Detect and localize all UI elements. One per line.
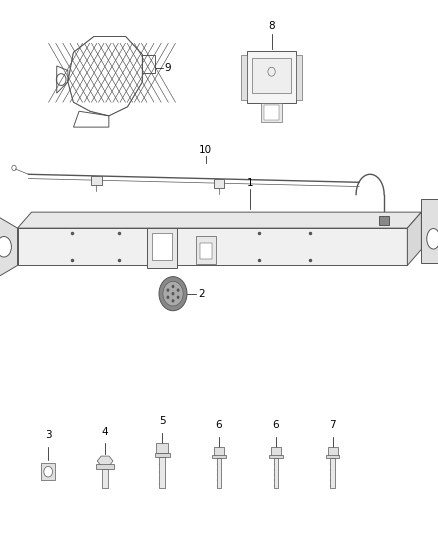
FancyBboxPatch shape	[212, 455, 226, 458]
FancyBboxPatch shape	[216, 458, 221, 488]
Text: 6: 6	[272, 420, 279, 430]
Text: 10: 10	[199, 144, 212, 155]
FancyBboxPatch shape	[379, 216, 389, 225]
FancyBboxPatch shape	[273, 458, 279, 488]
FancyBboxPatch shape	[147, 228, 177, 268]
FancyBboxPatch shape	[196, 236, 215, 264]
FancyBboxPatch shape	[156, 443, 168, 453]
Polygon shape	[97, 456, 113, 466]
Circle shape	[172, 299, 174, 303]
Text: 5: 5	[159, 416, 166, 426]
Polygon shape	[68, 36, 142, 116]
Text: 7: 7	[329, 420, 336, 430]
FancyBboxPatch shape	[252, 58, 291, 93]
Circle shape	[172, 292, 174, 295]
Polygon shape	[407, 212, 421, 265]
Text: 2: 2	[198, 289, 205, 298]
Text: 6: 6	[215, 420, 223, 430]
Polygon shape	[421, 199, 438, 263]
Polygon shape	[41, 463, 55, 480]
FancyBboxPatch shape	[159, 457, 165, 488]
Circle shape	[177, 296, 180, 299]
Polygon shape	[18, 228, 407, 265]
Text: 9: 9	[165, 63, 171, 73]
FancyBboxPatch shape	[241, 55, 247, 100]
Circle shape	[163, 281, 183, 306]
Ellipse shape	[427, 229, 438, 249]
Circle shape	[159, 277, 187, 311]
Circle shape	[166, 296, 170, 299]
Text: 4: 4	[102, 426, 109, 437]
FancyBboxPatch shape	[200, 243, 212, 259]
Polygon shape	[0, 212, 18, 281]
Polygon shape	[18, 212, 421, 228]
FancyBboxPatch shape	[296, 55, 302, 100]
Circle shape	[177, 288, 180, 292]
FancyBboxPatch shape	[91, 176, 102, 185]
FancyBboxPatch shape	[264, 106, 279, 120]
FancyBboxPatch shape	[96, 464, 114, 469]
Text: 1: 1	[246, 178, 253, 188]
Circle shape	[44, 466, 53, 477]
Ellipse shape	[0, 237, 11, 257]
Text: 8: 8	[268, 21, 275, 30]
FancyBboxPatch shape	[214, 447, 224, 456]
FancyBboxPatch shape	[328, 447, 338, 456]
Text: 3: 3	[45, 430, 52, 440]
FancyBboxPatch shape	[247, 51, 296, 103]
FancyBboxPatch shape	[102, 469, 108, 488]
Circle shape	[166, 288, 170, 292]
FancyBboxPatch shape	[155, 453, 170, 457]
FancyBboxPatch shape	[214, 179, 224, 188]
Circle shape	[172, 285, 174, 288]
FancyBboxPatch shape	[326, 455, 339, 458]
FancyBboxPatch shape	[152, 233, 172, 260]
FancyBboxPatch shape	[261, 103, 283, 122]
FancyBboxPatch shape	[269, 455, 283, 458]
FancyBboxPatch shape	[271, 447, 281, 456]
FancyBboxPatch shape	[330, 458, 336, 488]
